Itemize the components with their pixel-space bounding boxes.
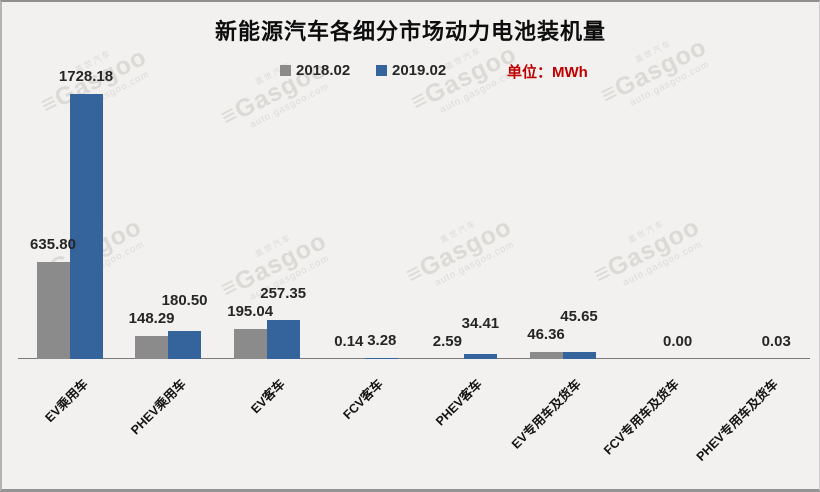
bar-2019-EV客车	[266, 320, 300, 359]
bar-2019-PHEV客车	[463, 354, 497, 359]
bar-2019-EV乘用车	[69, 94, 103, 359]
bar-2019-FCV客车	[365, 358, 399, 359]
watermark-site-text: auto.gasgoo.com	[620, 238, 705, 289]
value-label-2018-EV专用车及货车: 46.36	[527, 326, 565, 343]
legend-swatch-2018	[280, 65, 291, 76]
value-label-2018-FCV客车: 0.14	[334, 333, 364, 350]
watermark-cn-text: 盖世汽车	[626, 218, 667, 245]
unit-label: 单位：MWh	[507, 64, 588, 81]
value-label-2019-EV客车: 257.35	[260, 285, 307, 302]
watermark-site-text: auto.gasgoo.com	[627, 58, 712, 109]
value-label-2019-FCV客车: 3.28	[367, 332, 397, 349]
watermark-cn-text: 盖世汽车	[438, 218, 479, 245]
value-label-2019-EV专用车及货车: 45.65	[560, 308, 598, 325]
chart-title: 新能源汽车各细分市场动力电池装机量	[214, 19, 606, 44]
bar-2019-EV专用车及货车	[562, 352, 596, 359]
watermark-brand-text: ≡Gasgoo	[589, 212, 705, 290]
value-label-2019-FCV专用车及货车: 0.00	[662, 333, 693, 350]
bar-2018-EV乘用车	[36, 262, 70, 359]
bar-2018-EV专用车及货车	[529, 352, 563, 359]
legend-label-2018: 2018.02	[296, 62, 351, 79]
legend-item-2019: 2019.02	[376, 62, 446, 79]
value-label-2018-PHEV客车: 2.59	[432, 333, 462, 350]
watermark-cn-text: 盖世汽车	[253, 232, 294, 259]
value-label-2018-PHEV乘用车: 148.29	[128, 310, 175, 327]
value-label-2019-PHEV客车: 34.41	[461, 315, 500, 332]
bar-2018-PHEV乘用车	[135, 336, 169, 359]
value-label-2019-EV乘用车: 1728.18	[58, 68, 114, 85]
value-label-2018-EV客车: 195.04	[227, 303, 274, 320]
watermark-site-text: auto.gasgoo.com	[247, 80, 332, 131]
value-label-2018-EV乘用车: 635.80	[30, 236, 76, 253]
x-axis-line	[18, 358, 810, 359]
watermark-brand-text: ≡Gasgoo	[401, 212, 517, 290]
bar-2018-EV客车	[233, 329, 267, 359]
legend-label-2019: 2019.02	[392, 62, 447, 79]
legend-swatch-2019	[376, 65, 387, 76]
legend-item-2018: 2018.02	[280, 62, 350, 79]
value-label-2019-PHEV乘用车: 180.50	[161, 292, 208, 309]
value-label-2019-PHEV专用车及货车: 0.03	[761, 333, 791, 350]
bar-2019-PHEV乘用车	[168, 331, 202, 359]
watermark-site-text: auto.gasgoo.com	[432, 238, 517, 289]
